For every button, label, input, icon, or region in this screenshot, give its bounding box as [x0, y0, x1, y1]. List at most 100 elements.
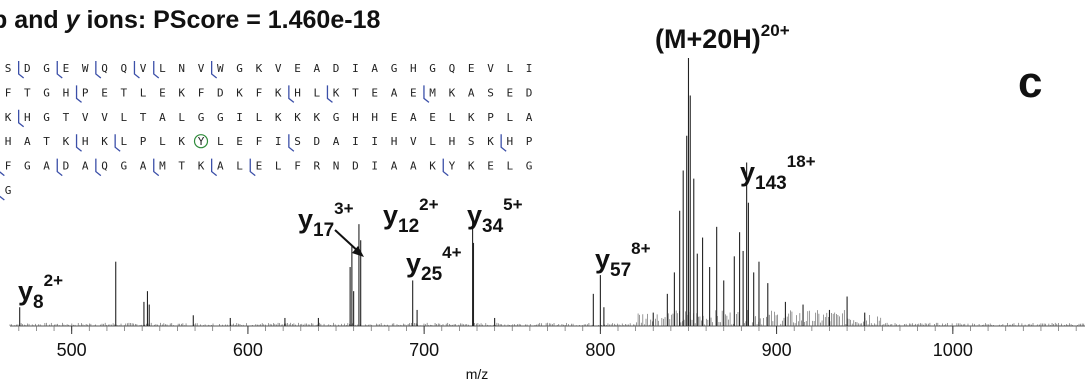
residue: A: [410, 111, 417, 124]
peak-annotation: y122+: [383, 195, 439, 237]
residue: H: [449, 135, 456, 148]
residue: L: [178, 111, 185, 124]
residue: I: [371, 160, 378, 173]
residue: D: [217, 86, 224, 99]
residue: K: [313, 111, 320, 124]
residue: V: [82, 111, 89, 124]
residue: G: [120, 160, 127, 173]
residue: D: [63, 160, 70, 173]
residue: H: [5, 135, 12, 148]
residue: T: [120, 86, 127, 99]
residue: T: [24, 86, 31, 99]
residue: A: [526, 111, 533, 124]
residue: G: [391, 62, 398, 75]
residue: R: [313, 160, 320, 173]
cleavage-marker: [288, 134, 295, 152]
cleavage-marker: [95, 158, 102, 177]
residue: G: [526, 160, 533, 173]
residue: A: [391, 86, 398, 99]
residue: E: [391, 111, 398, 124]
residue: F: [256, 135, 263, 148]
residue: I: [526, 62, 533, 75]
x-tick-label: 1000: [933, 340, 973, 360]
cleavage-marker: [249, 158, 256, 177]
residue: L: [256, 111, 263, 124]
residue: I: [352, 135, 359, 148]
residue: P: [487, 111, 494, 124]
residue: T: [178, 160, 185, 173]
residue: K: [275, 86, 282, 99]
residue: K: [468, 111, 475, 124]
residue: G: [333, 111, 340, 124]
residue: K: [178, 86, 185, 99]
residue: F: [5, 86, 12, 99]
residue: G: [43, 86, 50, 99]
residue: M: [159, 160, 166, 173]
residue: L: [506, 160, 513, 173]
title-rest: ions: PScore = 1.460e-18: [79, 6, 381, 34]
residue: I: [236, 111, 243, 124]
residue: A: [43, 160, 50, 173]
residue: Y: [449, 160, 456, 173]
residue: A: [468, 86, 475, 99]
residue: W: [217, 62, 224, 75]
x-tick-label: 500: [57, 340, 87, 360]
residue: Q: [101, 62, 108, 75]
residue: K: [178, 135, 185, 148]
residue: L: [159, 135, 166, 148]
cleavage-marker: [153, 61, 160, 79]
chart-title: b and y ions: PScore = 1.460e-18: [0, 6, 380, 35]
residue: N: [333, 160, 340, 173]
x-tick-label: 900: [762, 340, 792, 360]
residue: Q: [120, 62, 127, 75]
residue: E: [468, 62, 475, 75]
residue: L: [275, 160, 282, 173]
residue: L: [449, 111, 456, 124]
cleavage-marker: [114, 134, 121, 152]
residue: H: [352, 111, 359, 124]
residue: K: [236, 86, 243, 99]
residue: G: [236, 62, 243, 75]
residue: P: [526, 135, 533, 148]
residue: G: [217, 111, 224, 124]
residue: G: [43, 62, 50, 75]
residue: Q: [101, 160, 108, 173]
peak-annotation: y173+: [298, 199, 354, 241]
residue: K: [198, 160, 205, 173]
residue: E: [487, 160, 494, 173]
residue: I: [275, 135, 282, 148]
peak-annotation: y578+: [595, 239, 651, 281]
residue: D: [313, 135, 320, 148]
residue: A: [391, 160, 398, 173]
cleavage-marker: [326, 85, 333, 103]
residue: H: [371, 111, 378, 124]
residue: H: [82, 135, 89, 148]
peak-annotation: y14318+: [740, 152, 816, 194]
cleavage-marker: [288, 85, 295, 103]
residue: L: [313, 86, 320, 99]
residue: E: [256, 160, 263, 173]
residue: P: [140, 135, 147, 148]
residue: S: [468, 135, 475, 148]
sequence-coverage-map: S D G E W Q Q V L N V W G K V E A D I A G H G Q E V L IF T G H P E T L E K F D…: [0, 61, 533, 201]
title-prefix: b and: [0, 6, 59, 34]
residue: E: [63, 62, 70, 75]
residue: E: [101, 86, 108, 99]
residue: L: [217, 135, 224, 148]
residue: A: [140, 160, 147, 173]
residue: G: [198, 111, 205, 124]
residue: E: [506, 86, 513, 99]
residue: A: [217, 160, 224, 173]
cleavage-marker: [210, 61, 218, 79]
cleavage-marker: [133, 61, 140, 79]
modification-circle: [193, 134, 209, 149]
residue: G: [43, 111, 50, 124]
x-tick-label: 700: [409, 340, 439, 360]
residue: K: [449, 86, 456, 99]
residue: W: [82, 62, 89, 75]
peak-annotation: y254+: [406, 243, 462, 285]
cleavage-marker: [95, 61, 102, 79]
residue: K: [429, 160, 436, 173]
residue: H: [506, 135, 513, 148]
